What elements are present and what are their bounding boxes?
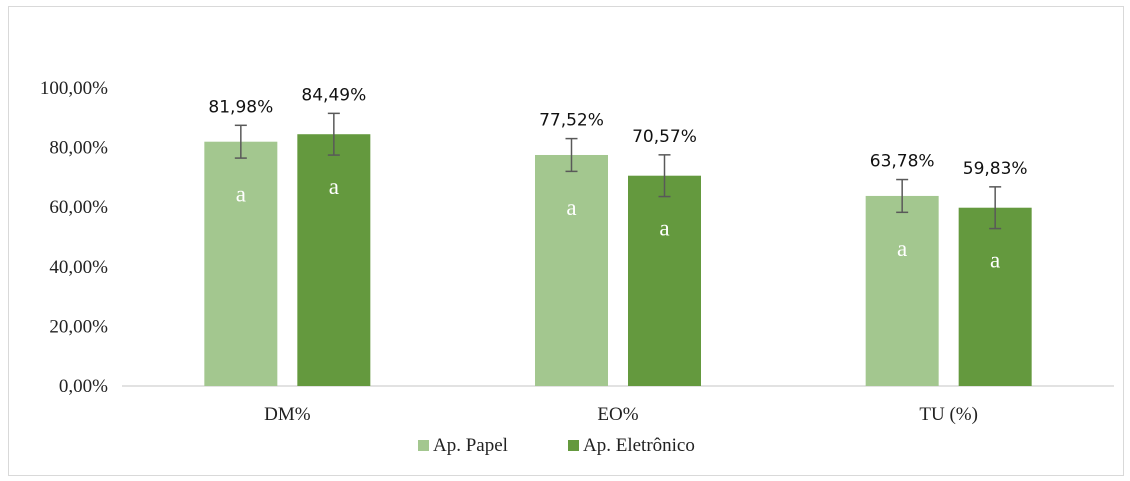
x-category-label: TU (%) bbox=[919, 404, 978, 425]
legend-label: Ap. Papel bbox=[433, 435, 508, 456]
data-label: 77,52% bbox=[539, 111, 604, 131]
x-category-label: DM% bbox=[264, 404, 311, 425]
significance-letter: a bbox=[236, 182, 246, 207]
legend-label: Ap. Eletrônico bbox=[583, 435, 695, 456]
significance-letter: a bbox=[897, 236, 907, 261]
data-label: 59,83% bbox=[963, 159, 1028, 179]
legend-swatch bbox=[418, 440, 429, 451]
bar-papel bbox=[865, 195, 939, 386]
legend-swatch bbox=[568, 440, 579, 451]
significance-letter: a bbox=[566, 195, 576, 220]
bar-eletronico bbox=[628, 175, 701, 386]
y-tick-label: 80,00% bbox=[49, 138, 108, 159]
significance-letter: a bbox=[990, 248, 1000, 273]
significance-letter: a bbox=[329, 174, 339, 199]
y-tick-label: 60,00% bbox=[49, 197, 108, 218]
data-label: 81,98% bbox=[208, 97, 273, 117]
data-label: 63,78% bbox=[870, 152, 935, 172]
y-tick-label: 20,00% bbox=[49, 316, 108, 337]
y-tick-label: 0,00% bbox=[59, 376, 108, 397]
x-category-label: EO% bbox=[597, 404, 638, 425]
data-label: 84,49% bbox=[301, 85, 366, 105]
bar-papel bbox=[535, 154, 608, 386]
bar-eletronico bbox=[958, 207, 1032, 386]
y-tick-label: 100,00% bbox=[40, 78, 108, 99]
bar-papel bbox=[204, 141, 278, 386]
y-tick-label: 40,00% bbox=[49, 257, 108, 278]
significance-letter: a bbox=[659, 216, 669, 241]
bar-eletronico bbox=[297, 134, 371, 386]
data-label: 70,57% bbox=[632, 127, 697, 147]
